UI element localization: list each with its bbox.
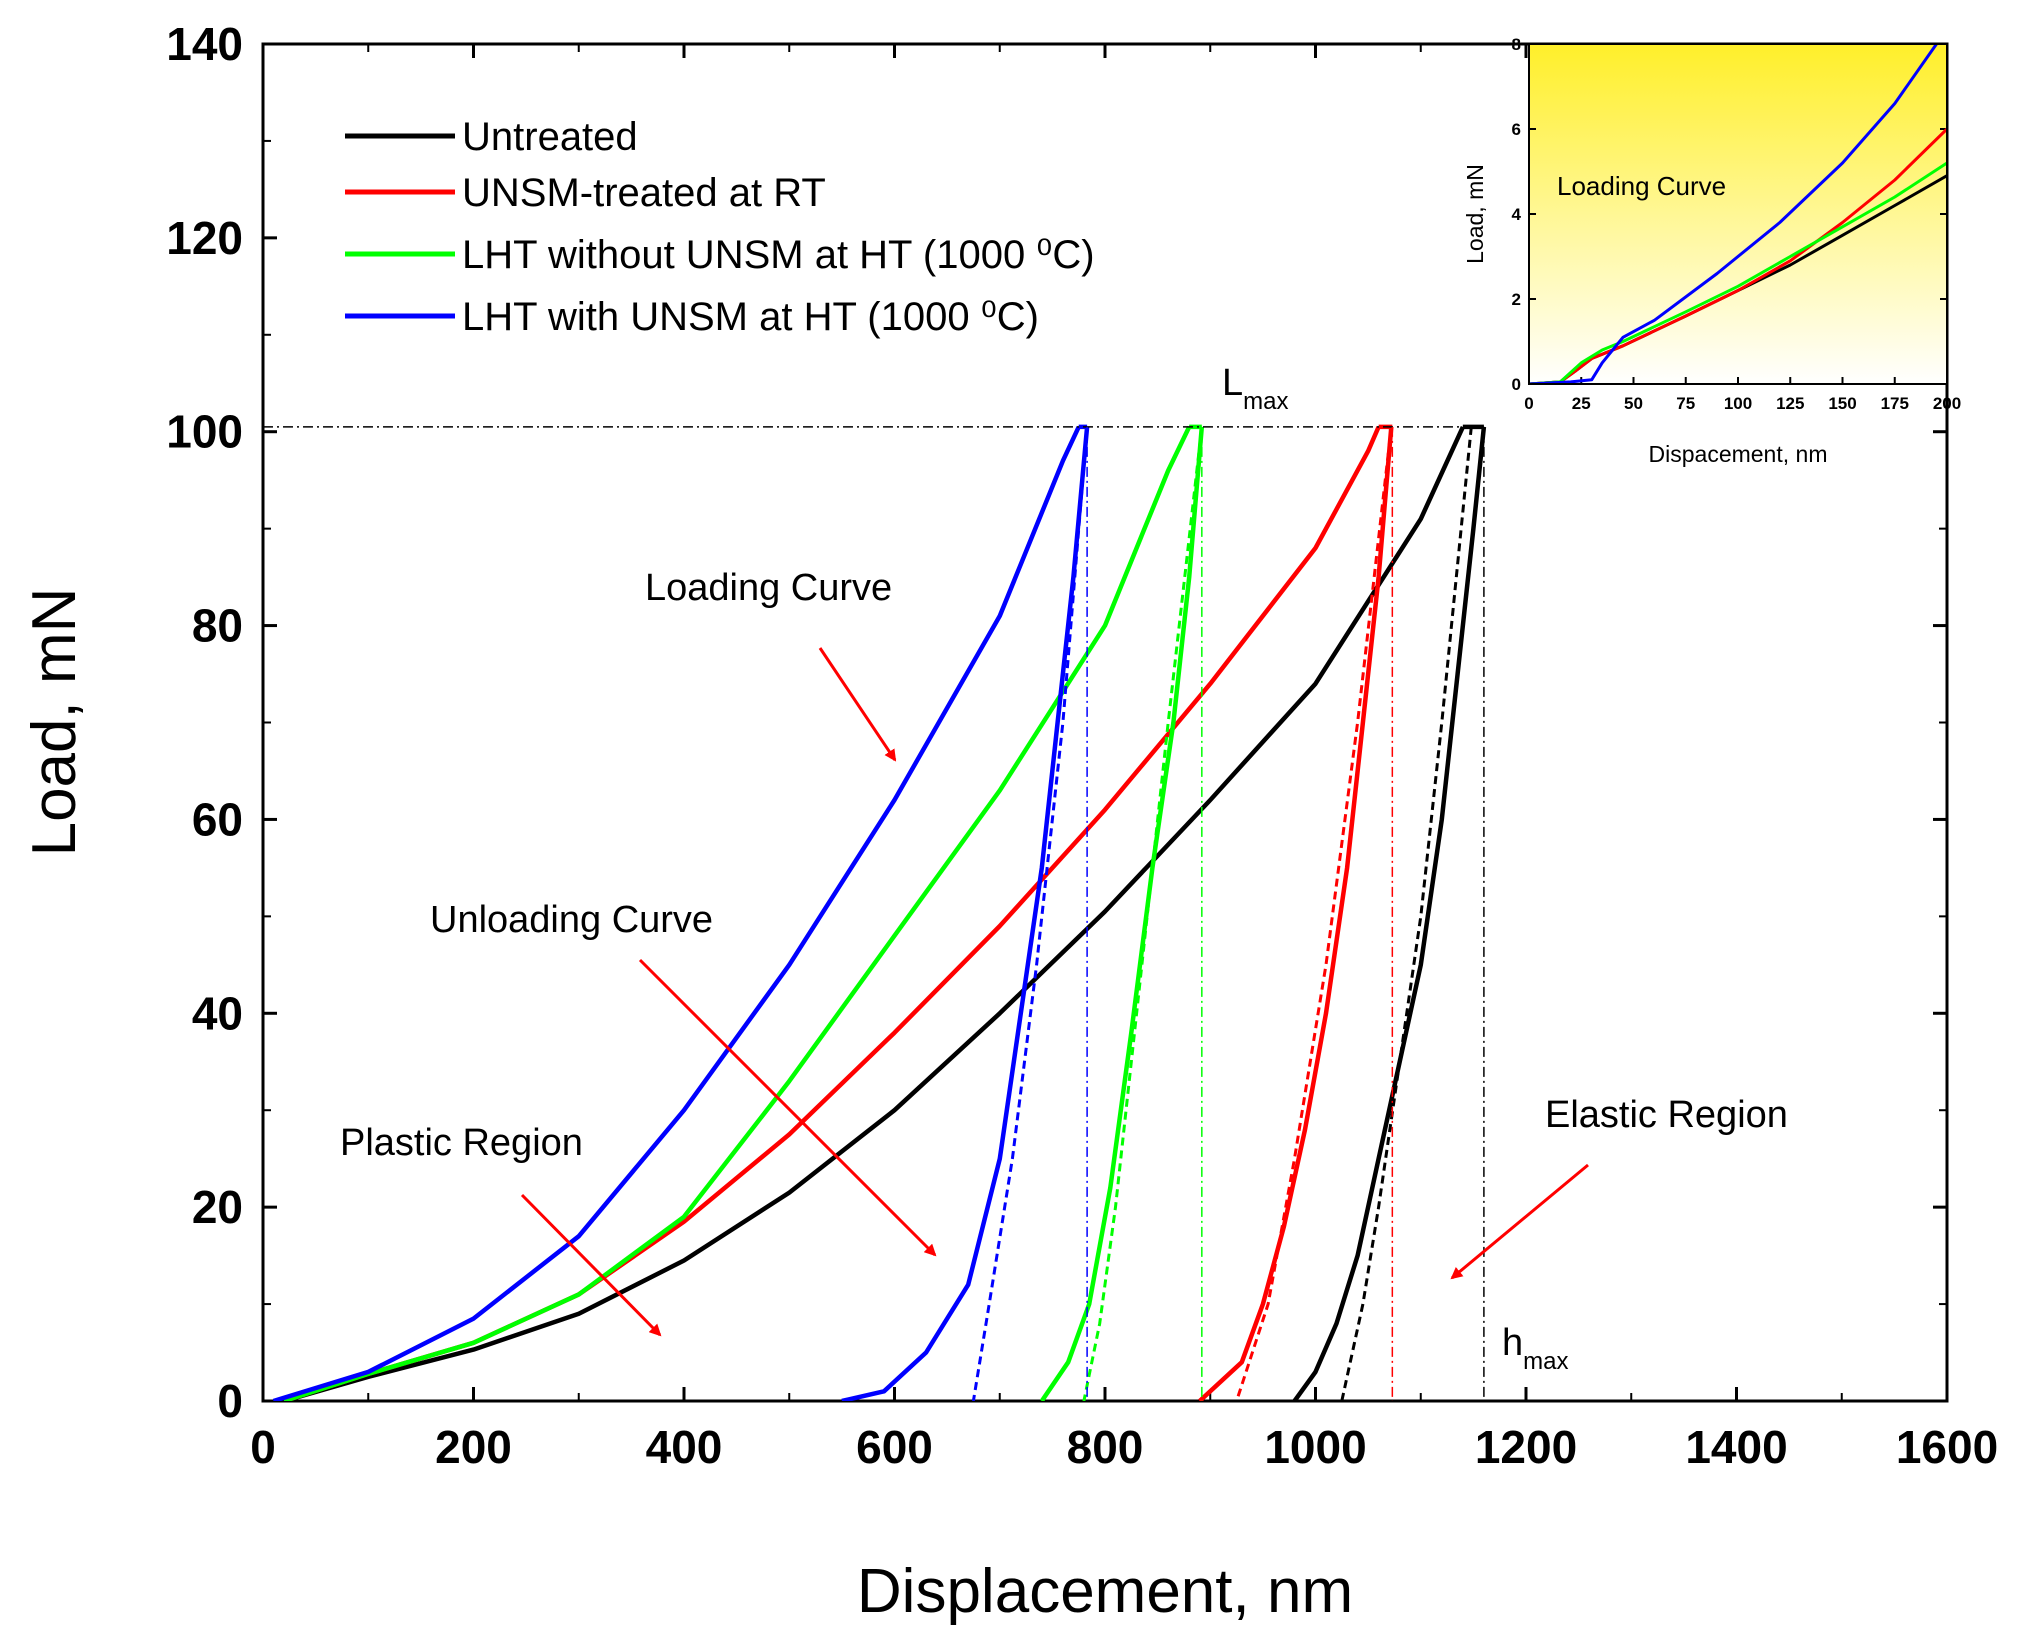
- x-tick-label: 1200: [1475, 1421, 1577, 1473]
- x-tick-label: 800: [1067, 1421, 1144, 1473]
- series-0-loading-line: [283, 425, 1465, 1401]
- loading-curve-label: Loading Curve: [645, 567, 892, 609]
- inset-x-tick-label: 75: [1676, 394, 1695, 413]
- x-tick-label: 200: [435, 1421, 512, 1473]
- inset-axis-ticks: 0 25 50 75 100 125 150 175 200 0 2 4 6 8: [1512, 35, 1962, 413]
- inset-y-tick-label: 6: [1512, 120, 1521, 139]
- main-axis-ticks: 0 200 400 600 800 1000 1200 1400 160002040608010…: [166, 18, 1998, 1473]
- y-tick-label: 140: [166, 18, 243, 70]
- inset-y-axis-title: Load, mN: [1462, 164, 1488, 264]
- loading-curve-arrow: [818, 647, 897, 762]
- inset-series-2-line: [1529, 161, 1947, 384]
- y-tick-label: 20: [192, 1181, 243, 1233]
- plastic-region-label: Plastic Region: [340, 1122, 583, 1164]
- inset-x-tick-label: 150: [1828, 394, 1856, 413]
- plastic-region-arrow: [520, 1193, 662, 1337]
- series-0-unloading-fit-line: [1340, 426, 1473, 1401]
- series-1-unloading-line: [1198, 426, 1394, 1401]
- series-3-unloading-fit-line: [971, 426, 1089, 1401]
- legend-label-lht-with: LHT with UNSM at HT (1000 ⁰C): [462, 295, 1039, 339]
- inset-frame: [1528, 43, 1948, 385]
- max-guide-lines: [263, 426, 1485, 1401]
- inset-y-tick-label: 8: [1512, 35, 1521, 54]
- legend-label-unsm-rt: UNSM-treated at RT: [462, 171, 826, 215]
- y-tick-label: 80: [192, 600, 243, 652]
- inset-x-tick-label: 175: [1881, 394, 1909, 413]
- x-tick-label: 0: [250, 1421, 276, 1473]
- x-tick-label: 1400: [1685, 1421, 1787, 1473]
- inset-x-tick-label: 100: [1724, 394, 1752, 413]
- series-3-unloading-line: [841, 426, 1090, 1401]
- y-tick-label: 0: [217, 1375, 243, 1427]
- inset-x-tick-label: 0: [1524, 394, 1533, 413]
- y-tick-label: 40: [192, 987, 243, 1039]
- x-tick-label: 400: [646, 1421, 723, 1473]
- series-3-loading-line: [272, 425, 1081, 1401]
- y-tick-label: 60: [192, 793, 243, 845]
- unloading-curve-arrow: [638, 958, 937, 1257]
- y-tick-label: 120: [166, 212, 243, 264]
- inset-x-axis-title: Dispacement, nm: [1649, 441, 1828, 467]
- inset-x-tick-label: 25: [1572, 394, 1591, 413]
- lmax-label: Lmax: [1222, 362, 1288, 415]
- x-tick-label: 1000: [1264, 1421, 1366, 1473]
- hmax-label: hmax: [1502, 1322, 1568, 1375]
- series-2-unloading-line: [1039, 426, 1205, 1401]
- y-tick-label: 100: [166, 406, 243, 458]
- x-axis-title: Displacement, nm: [857, 1557, 1353, 1626]
- inset-series-group: [1529, 44, 1947, 384]
- series-1-unloading-fit-line: [1235, 426, 1393, 1401]
- legend-label-untreated: Untreated: [462, 115, 638, 159]
- y-axis-title: Load, mN: [20, 588, 89, 857]
- series-2-unloading-fit-line: [1082, 426, 1204, 1401]
- legend-label-lht-without: LHT without UNSM at HT (1000 ⁰C): [462, 233, 1095, 277]
- series-2-loading-line: [283, 425, 1192, 1401]
- inset-x-tick-label: 50: [1624, 394, 1643, 413]
- inset-series-3-line: [1529, 44, 1938, 384]
- inset-x-tick-label: 200: [1933, 394, 1961, 413]
- annotations: Lmax hmax Loading Curve Unloading Curve …: [340, 362, 1788, 1375]
- x-tick-label: 600: [856, 1421, 933, 1473]
- inset-background: [1529, 44, 1947, 384]
- inset-y-tick-label: 4: [1512, 205, 1522, 224]
- inset-y-tick-label: 2: [1512, 290, 1521, 309]
- elastic-region-arrow: [1450, 1163, 1589, 1280]
- inset-chart: 0 25 50 75 100 125 150 175 200 0 2 4 6 8 Loading Curv…: [1462, 35, 1961, 467]
- inset-x-tick-label: 125: [1776, 394, 1804, 413]
- unloading-curve-label: Unloading Curve: [430, 899, 713, 941]
- inset-y-tick-label: 0: [1512, 375, 1521, 394]
- x-tick-label: 1600: [1896, 1421, 1998, 1473]
- legend: Untreated UNSM-treated at RT LHT without…: [345, 115, 1095, 339]
- elastic-region-label: Elastic Region: [1545, 1094, 1788, 1136]
- inset-loading-curve-label: Loading Curve: [1557, 171, 1726, 201]
